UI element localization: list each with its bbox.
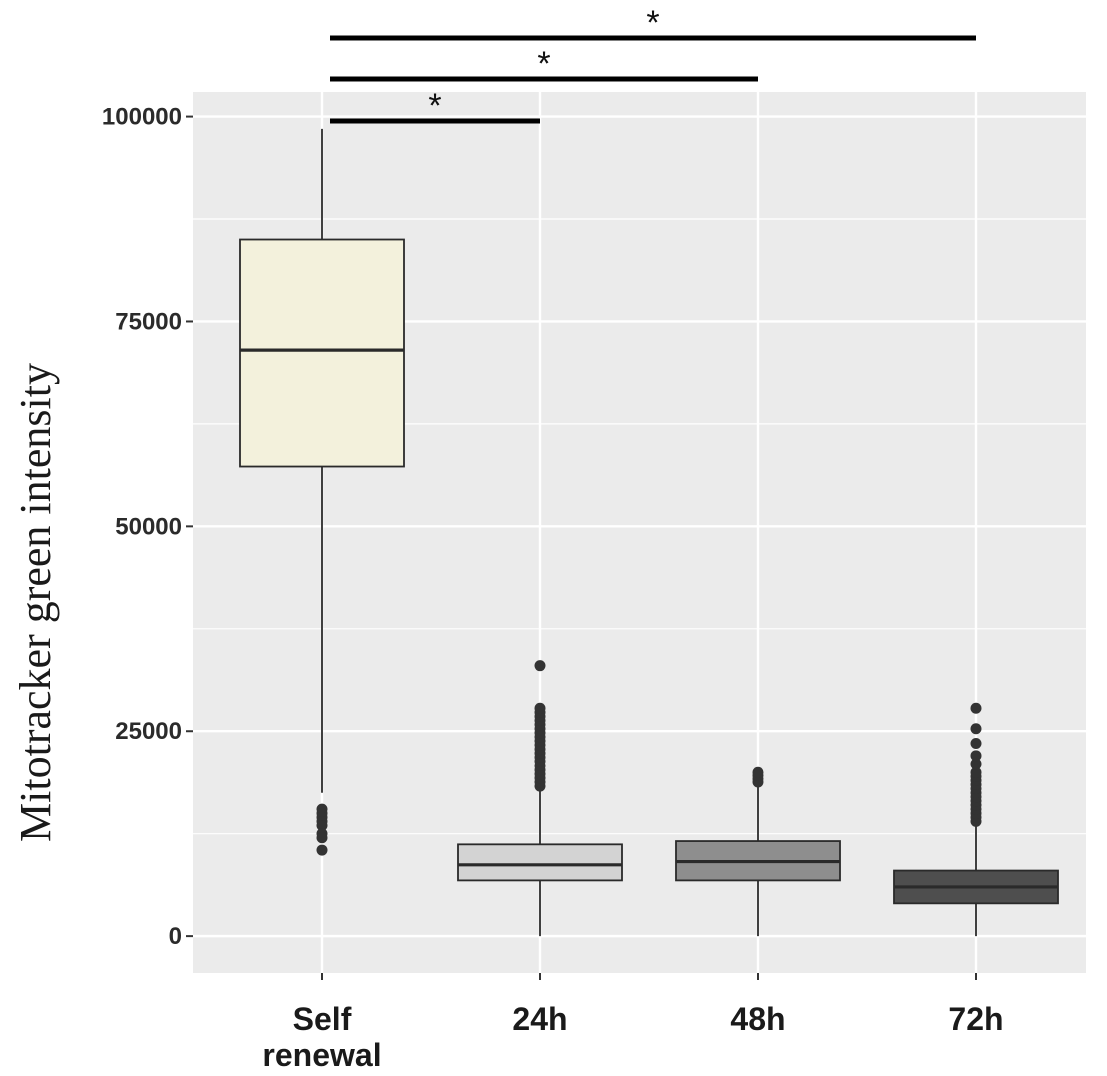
y-axis-title: Mitotracker green intensity: [11, 363, 60, 842]
x-tick-label-line: 24h: [512, 1001, 567, 1037]
significance-star: *: [537, 45, 550, 83]
outlier-point: [316, 832, 328, 844]
y-axis: 0 25000 50000 75000 100000: [102, 104, 193, 950]
outlier-point: [752, 766, 764, 778]
y-tick-label: 0: [169, 923, 182, 950]
box-group: [239, 128, 405, 856]
box: [239, 238, 405, 468]
box-group: [675, 766, 841, 937]
y-tick-label: 100000: [102, 104, 182, 131]
y-tick-label: 75000: [115, 308, 182, 335]
x-tick-label: 48h: [730, 1001, 785, 1037]
outlier-point: [970, 766, 982, 778]
outlier-point: [534, 660, 546, 672]
outlier-point: [970, 702, 982, 714]
y-tick-label: 50000: [115, 513, 182, 540]
significance-star: *: [428, 87, 441, 125]
outlier-point: [534, 702, 546, 714]
outlier-point: [970, 758, 982, 770]
y-tick-label: 25000: [115, 718, 182, 745]
x-tick-label-line: Self: [293, 1001, 352, 1037]
x-tick-label-line: renewal: [262, 1037, 381, 1073]
x-tick-label-line: 48h: [730, 1001, 785, 1037]
x-axis: Self renewal 24h 48h 72h: [262, 973, 1004, 1073]
plot-panel: [193, 92, 1086, 973]
significance-star: *: [646, 4, 659, 42]
x-tick-label-line: 72h: [948, 1001, 1003, 1037]
outlier-point: [970, 750, 982, 762]
x-tick-label: 24h: [512, 1001, 567, 1037]
box-group: [893, 702, 1059, 937]
x-tick-label: Self renewal: [262, 1001, 381, 1073]
outlier-point: [970, 738, 982, 750]
significance-brackets: * * *: [330, 4, 976, 125]
box-group: [457, 660, 623, 937]
x-tick-label: 72h: [948, 1001, 1003, 1037]
outlier-point: [316, 819, 328, 831]
outlier-point: [970, 723, 982, 735]
box: [457, 843, 623, 882]
outlier-point: [316, 844, 328, 856]
boxes-layer: [239, 128, 1059, 937]
